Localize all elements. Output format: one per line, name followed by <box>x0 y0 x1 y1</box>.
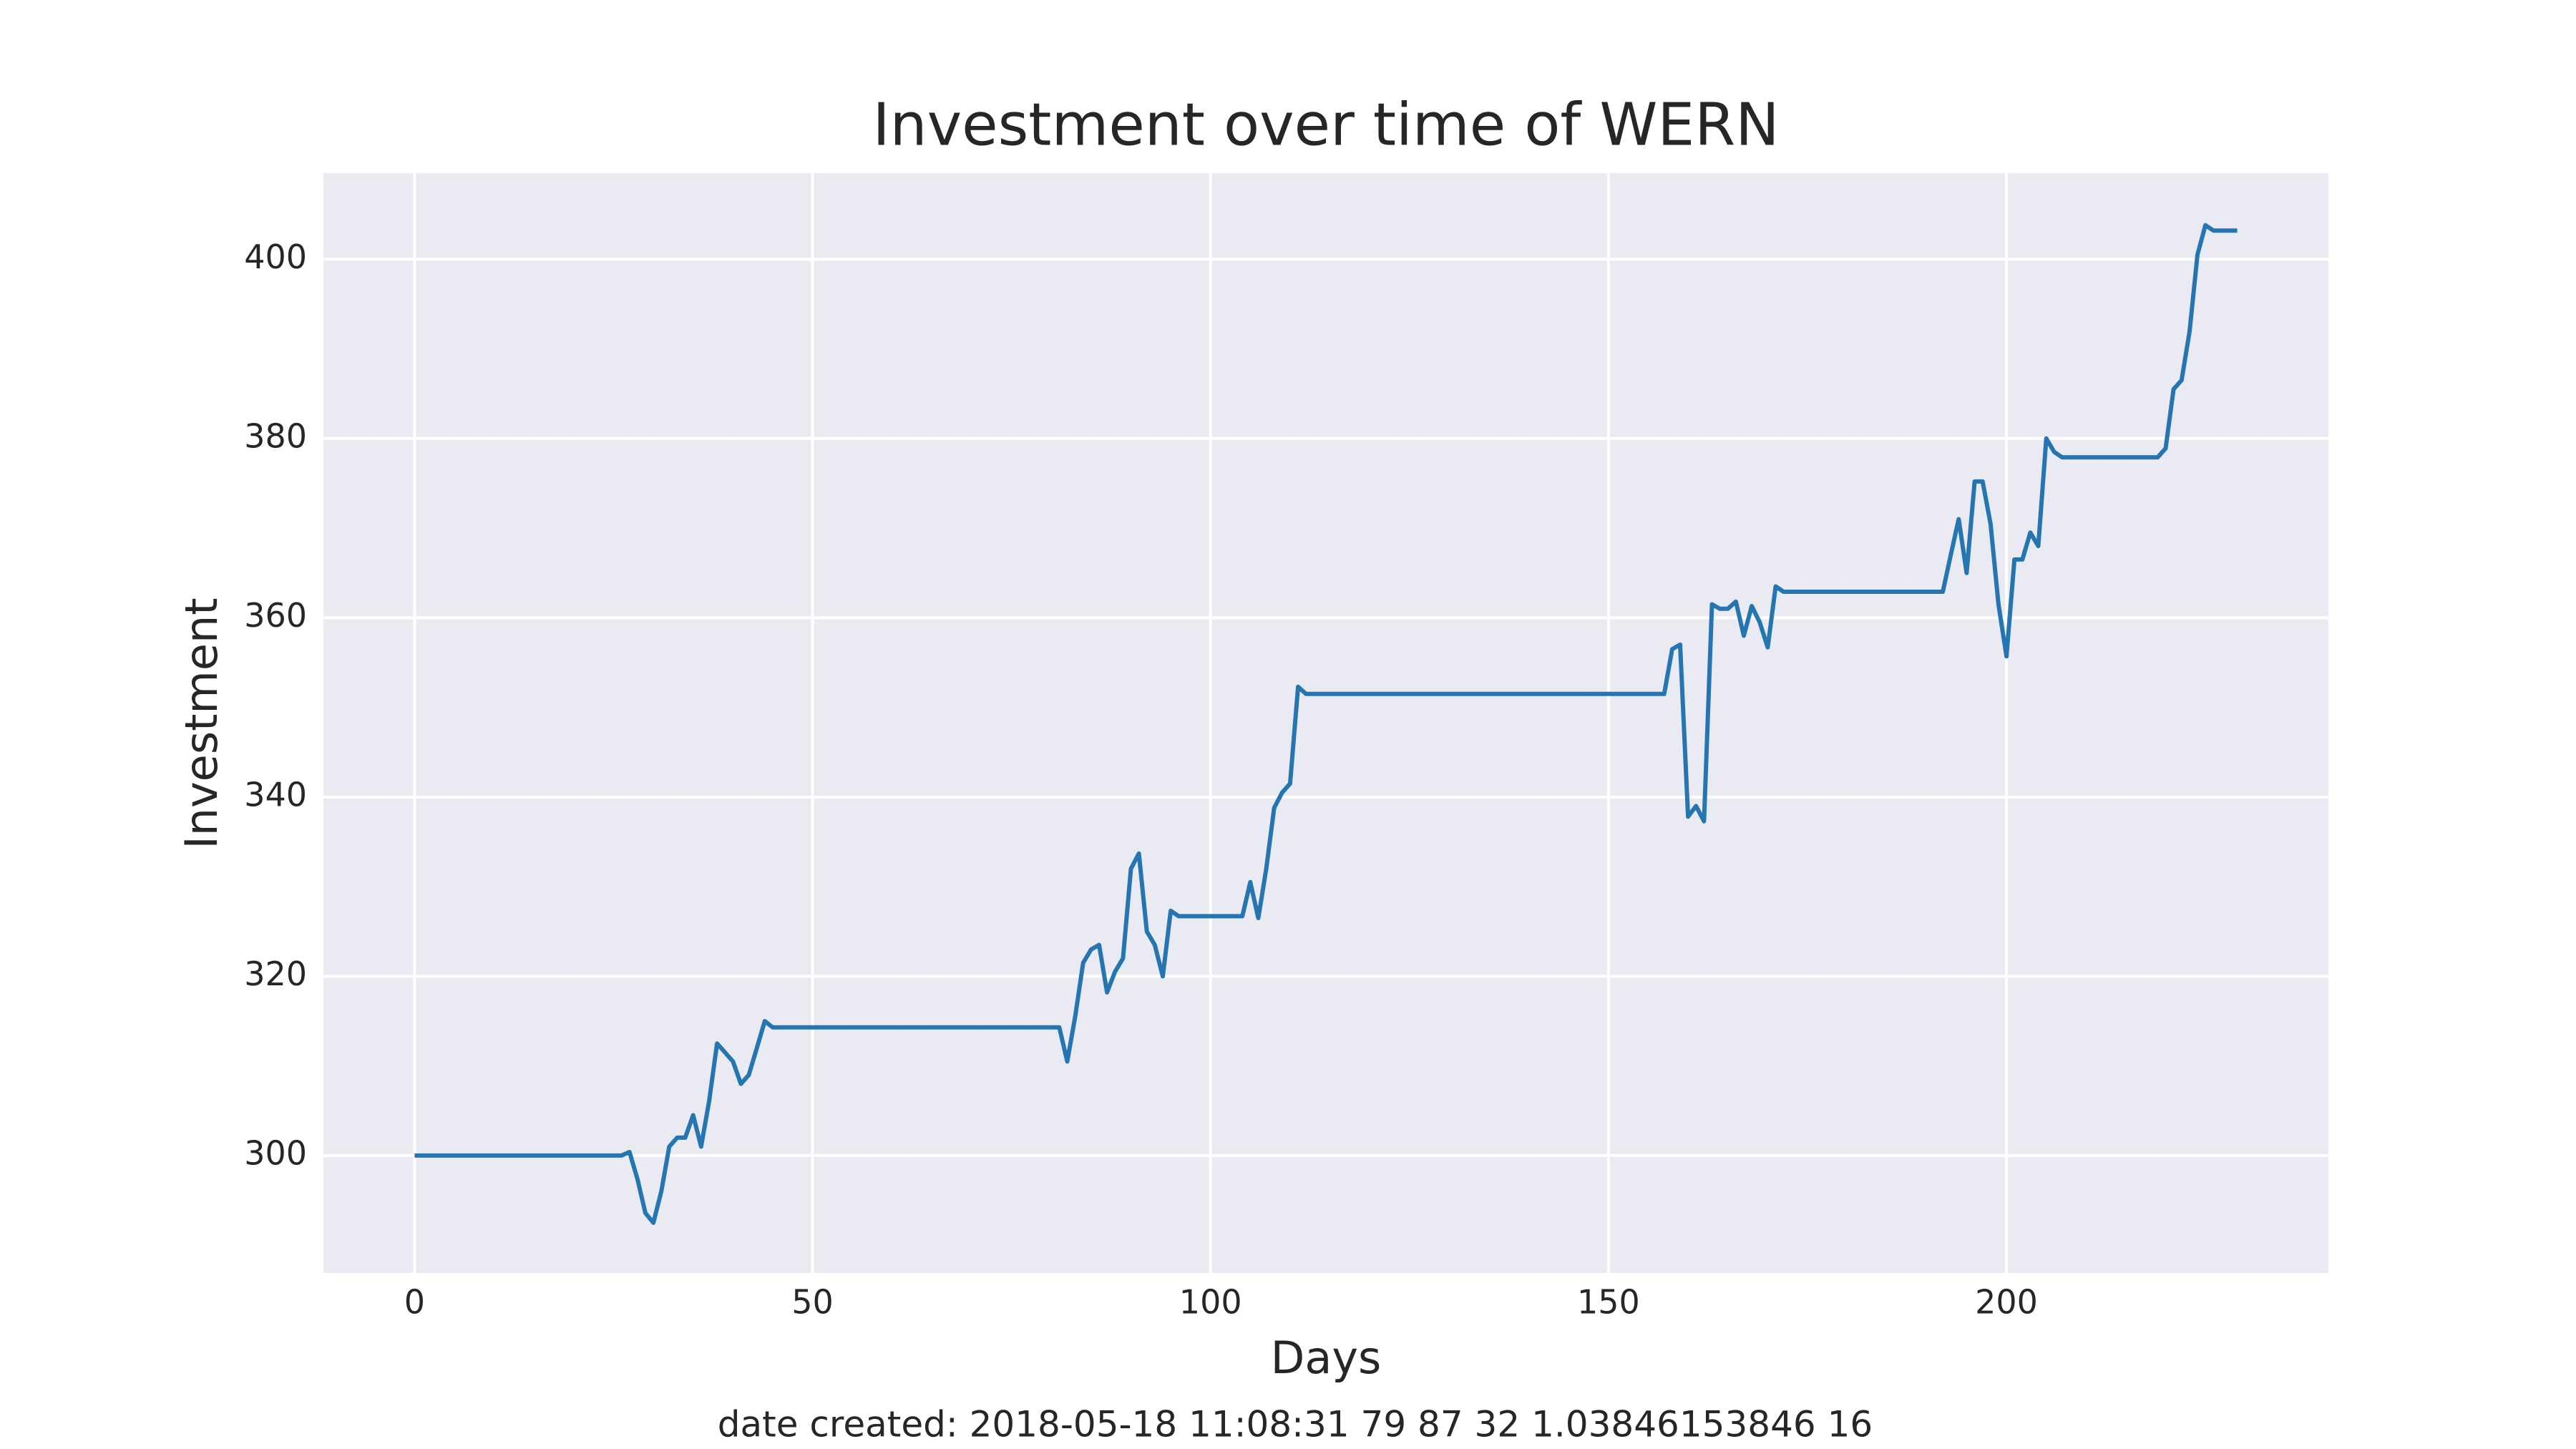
x-tick-label: 50 <box>791 1283 834 1322</box>
x-tick-label: 100 <box>1179 1283 1242 1322</box>
y-tick-label: 320 <box>244 955 307 993</box>
y-tick-label: 380 <box>244 416 307 455</box>
x-tick-label: 200 <box>1975 1283 2038 1322</box>
chart-title: Investment over time of WERN <box>872 91 1779 159</box>
x-axis-label: Days <box>1271 1332 1382 1384</box>
plot-area <box>323 173 2328 1273</box>
y-tick-label: 400 <box>244 238 307 276</box>
y-tick-label: 360 <box>244 596 307 635</box>
y-tick-label: 300 <box>244 1133 307 1172</box>
x-tick-label: 150 <box>1577 1283 1640 1322</box>
x-tick-label: 0 <box>404 1283 425 1322</box>
data-line <box>414 223 2238 1225</box>
y-tick-label: 340 <box>244 775 307 814</box>
y-axis-label: Investment <box>175 597 228 849</box>
footer-note: date created: 2018-05-18 11:08:31 79 87 … <box>718 1404 1873 1445</box>
